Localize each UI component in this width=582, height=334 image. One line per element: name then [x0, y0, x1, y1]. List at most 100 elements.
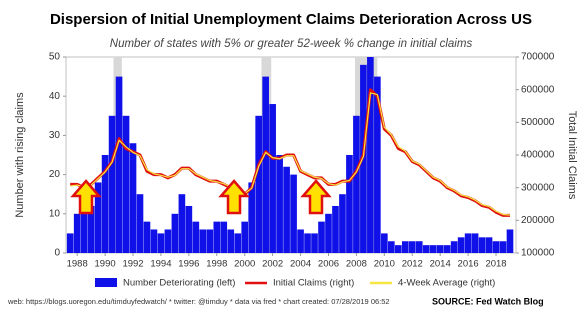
bar [122, 115, 130, 253]
bar [506, 229, 514, 253]
bar [255, 115, 262, 253]
bar [129, 143, 137, 253]
y2-tick-label: 200000 [521, 215, 555, 226]
bar [297, 229, 304, 253]
x-tick-label: 2002 [262, 259, 283, 270]
bar [457, 237, 465, 253]
x-tick-label: 2006 [318, 259, 339, 270]
bar [492, 241, 500, 253]
bar [436, 245, 444, 253]
y-tick-label: 10 [49, 208, 61, 219]
y-tick-label: 30 [49, 130, 61, 141]
bar [150, 229, 158, 253]
bar [415, 241, 423, 253]
bar [311, 233, 318, 253]
bar [478, 237, 486, 253]
bar [73, 213, 81, 253]
bar [171, 213, 179, 253]
bar [80, 205, 88, 253]
bar [199, 229, 207, 253]
bar [108, 115, 116, 253]
bar [185, 205, 193, 253]
bar [499, 241, 507, 253]
bar [220, 221, 228, 253]
bar [360, 64, 367, 253]
x-tick-label: 1996 [178, 259, 199, 270]
x-tick-label: 2014 [430, 259, 451, 270]
bar [283, 166, 290, 253]
legend-swatch [95, 278, 117, 287]
y-tick-label: 40 [49, 91, 61, 102]
bar [234, 233, 242, 253]
legend-label: Initial Claims (right) [273, 278, 354, 289]
bar [269, 104, 276, 253]
bar [353, 115, 360, 253]
bar [471, 233, 479, 253]
bar [241, 221, 249, 253]
x-tick-label: 2000 [234, 259, 255, 270]
bar [136, 194, 144, 253]
arrow-icon [218, 179, 250, 215]
bar [227, 229, 235, 253]
bar [304, 233, 311, 253]
y2-tick-label: 300000 [521, 182, 555, 193]
y-axis-label: Number with rising claims [14, 92, 26, 218]
bar [367, 57, 374, 253]
y2-tick-label: 600000 [521, 84, 555, 95]
arrow-icon [300, 179, 332, 215]
bar [276, 155, 283, 253]
bar [290, 174, 297, 253]
y2-tick-label: 400000 [521, 150, 555, 161]
y2-axis-label: Total Initial Claims [566, 111, 578, 200]
x-tick-label: 2016 [458, 259, 479, 270]
x-tick-label: 2008 [346, 259, 367, 270]
bar [178, 194, 186, 253]
bar [325, 213, 332, 253]
x-tick-label: 1988 [67, 259, 88, 270]
y-tick-label: 20 [49, 169, 61, 180]
bar [374, 76, 381, 253]
legend-label: 4-Week Average (right) [398, 278, 495, 289]
legend-label: Number Deteriorating (left) [123, 278, 235, 289]
x-tick-label: 1992 [122, 259, 143, 270]
bar [213, 221, 221, 253]
x-tick-label: 2018 [485, 259, 506, 270]
bar [248, 182, 256, 253]
bar [262, 76, 269, 253]
bar [66, 233, 74, 253]
y-tick-label: 0 [54, 248, 60, 259]
y2-tick-label: 700000 [521, 52, 555, 63]
bar [429, 245, 437, 253]
source: SOURCE: Fed Watch Blog [432, 296, 544, 306]
bar [394, 245, 402, 253]
arrow-icon [70, 179, 102, 215]
bar [381, 233, 388, 253]
arrows [70, 179, 332, 215]
footer-note: web: https://blogs.uoregon.edu/timduyfed… [7, 297, 390, 306]
bar [332, 205, 339, 253]
bar [115, 76, 123, 253]
bar [346, 155, 353, 253]
bar [422, 245, 430, 253]
bar [143, 221, 151, 253]
x-tick-label: 2010 [374, 259, 395, 270]
y2-tick-label: 500000 [521, 117, 555, 128]
bar [318, 221, 325, 253]
bar [443, 245, 451, 253]
y-tick-label: 50 [49, 52, 61, 63]
bar [164, 229, 172, 253]
bar [101, 155, 109, 253]
bar [464, 233, 472, 253]
x-tick-label: 2012 [402, 259, 423, 270]
x-tick-label: 1994 [150, 259, 171, 270]
bar [157, 233, 165, 253]
bar [94, 182, 102, 253]
bar [87, 205, 95, 253]
bar [388, 241, 395, 253]
bar [401, 241, 409, 253]
bar [408, 241, 416, 253]
y2-tick-label: 100000 [521, 248, 555, 259]
x-tick-label: 1990 [95, 259, 116, 270]
bar [192, 221, 200, 253]
